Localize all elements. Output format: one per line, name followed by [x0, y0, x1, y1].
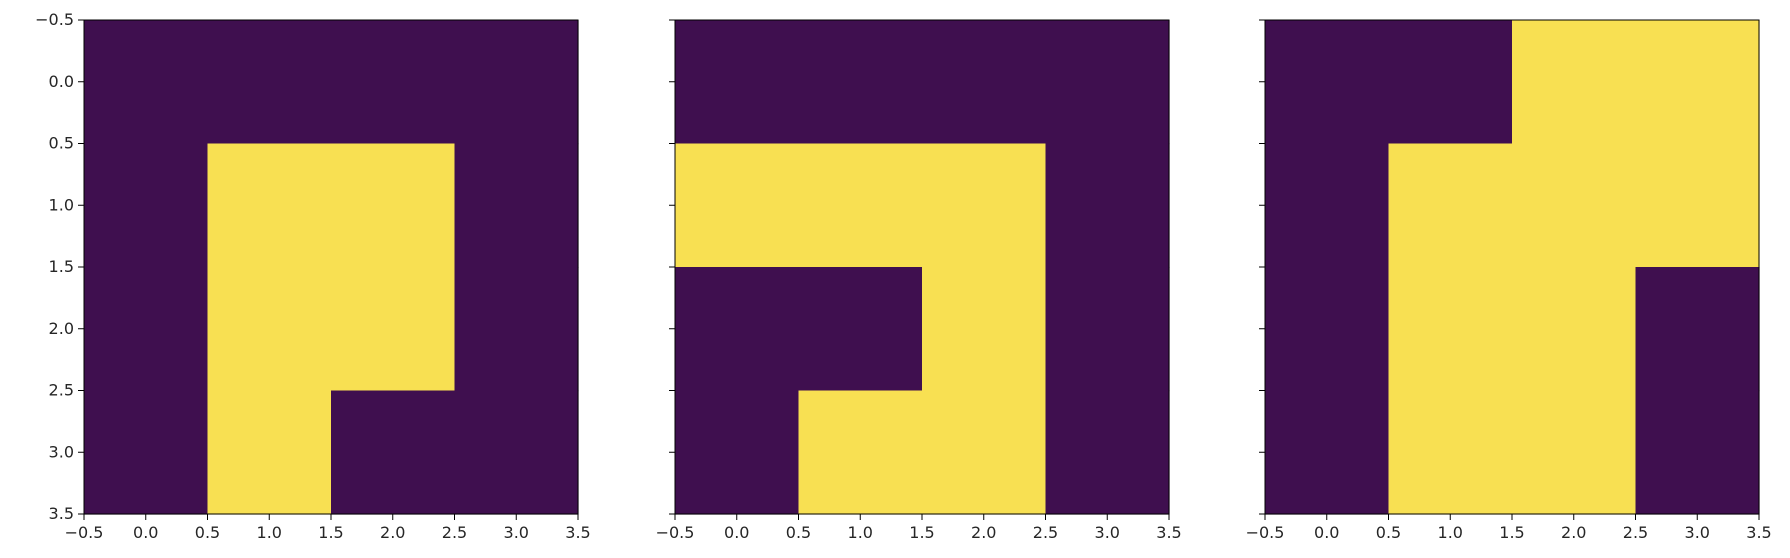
x-tick-label: 2.5	[442, 523, 467, 542]
heatmap-cell	[798, 143, 923, 268]
x-tick-label: 1.5	[318, 523, 343, 542]
heatmap-cell	[922, 143, 1047, 268]
heatmap-cell	[675, 20, 800, 145]
x-tick-label: 2.5	[1033, 523, 1058, 542]
heatmap-cell	[84, 20, 209, 145]
heatmap-cell	[1045, 20, 1170, 145]
y-tick-label: 0.0	[49, 72, 74, 91]
x-tick-label: 2.0	[971, 523, 996, 542]
heatmap-cell	[922, 267, 1047, 392]
x-tick-label: 3.0	[1095, 523, 1120, 542]
heatmap-cell	[331, 267, 456, 392]
heatmap-cell	[1265, 143, 1390, 268]
heatmap-cell	[1635, 20, 1760, 145]
x-tick-label: 1.0	[257, 523, 282, 542]
x-tick-label: 0.0	[1314, 523, 1339, 542]
heatmap-cell	[1045, 267, 1170, 392]
y-tick-label: −0.5	[35, 10, 74, 29]
x-tick-label: 3.0	[1685, 523, 1710, 542]
heatmap-panel-2: −0.5 0.0 0.5 1.0 1.5 2.0 2.5 3.0 3.5	[656, 19, 1182, 542]
heatmap-cell	[1512, 143, 1637, 268]
heatmap-cell	[675, 267, 800, 392]
x-tick-label: 1.0	[848, 523, 873, 542]
heatmap-cell	[1635, 390, 1760, 515]
heatmap-cell	[675, 390, 800, 515]
heatmap-cell	[1388, 143, 1513, 268]
x-tick-label: −0.5	[65, 523, 104, 542]
heatmap-cell	[454, 143, 579, 268]
heatmap-cell	[922, 20, 1047, 145]
y-tick-label: 2.5	[49, 381, 74, 400]
heatmap-cell	[454, 20, 579, 145]
heatmap-cell	[207, 267, 332, 392]
heatmap-cell	[331, 390, 456, 515]
x-tick-label: 1.0	[1438, 523, 1463, 542]
heatmap-cell	[207, 20, 332, 145]
heatmap-panel-3: −0.5 0.0 0.5 1.0 1.5 2.0 2.5 3.0 3.5	[1246, 19, 1772, 542]
x-tick-label: 0.0	[133, 523, 158, 542]
heatmap-cell	[454, 390, 579, 515]
x-tick-label: 0.0	[724, 523, 749, 542]
heatmap-cell	[1512, 390, 1637, 515]
heatmap-cell	[1045, 390, 1170, 515]
x-tick-label: 1.5	[1499, 523, 1524, 542]
heatmap-cell	[1388, 20, 1513, 145]
y-tick-label: 2.0	[49, 319, 74, 338]
y-tick-label: 1.5	[49, 257, 74, 276]
heatmap-cell	[207, 143, 332, 268]
heatmap-cell	[675, 143, 800, 268]
y-tick-label: 3.5	[49, 504, 74, 523]
x-tick-label: 0.5	[1376, 523, 1401, 542]
x-tick-label: 1.5	[909, 523, 934, 542]
x-tick-label: −0.5	[1246, 523, 1285, 542]
heatmap-cell	[1512, 20, 1637, 145]
heatmap-cell	[1265, 390, 1390, 515]
y-tick-label: 1.0	[49, 195, 74, 214]
heatmap-cell	[207, 390, 332, 515]
heatmap-cell	[1265, 20, 1390, 145]
heatmap-cell	[798, 267, 923, 392]
heatmap-cell	[1388, 390, 1513, 515]
x-tick-label: 0.5	[195, 523, 220, 542]
heatmap-cell	[922, 390, 1047, 515]
heatmap-cell	[798, 390, 923, 515]
heatmap-cell	[84, 143, 209, 268]
x-tick-label: 3.5	[1746, 523, 1771, 542]
heatmap-cell	[1388, 267, 1513, 392]
heatmap-cell	[1265, 267, 1390, 392]
heatmap-panel-1: −0.5 0.0 0.5 1.0 1.5 2.0 2.5 3.0 3.5−0.50.00.51.…	[35, 10, 591, 542]
heatmap-cell	[454, 267, 579, 392]
heatmap-cell	[1045, 143, 1170, 268]
heatmap-cell	[84, 267, 209, 392]
heatmap-cell	[331, 143, 456, 268]
heatmap-cell	[1635, 267, 1760, 392]
x-tick-label: 2.0	[380, 523, 405, 542]
y-tick-label: 0.5	[49, 134, 74, 153]
y-tick-label: 3.0	[49, 442, 74, 461]
heatmap-cell	[331, 20, 456, 145]
x-tick-label: 3.5	[565, 523, 590, 542]
x-tick-label: −0.5	[656, 523, 695, 542]
x-tick-label: 3.0	[504, 523, 529, 542]
heatmap-cell	[84, 390, 209, 515]
x-tick-label: 3.5	[1156, 523, 1181, 542]
x-tick-label: 0.5	[786, 523, 811, 542]
heatmap-cell	[1512, 267, 1637, 392]
heatmap-cell	[1635, 143, 1760, 268]
heatmap-cell	[798, 20, 923, 145]
x-tick-label: 2.0	[1561, 523, 1586, 542]
x-tick-label: 2.5	[1623, 523, 1648, 542]
